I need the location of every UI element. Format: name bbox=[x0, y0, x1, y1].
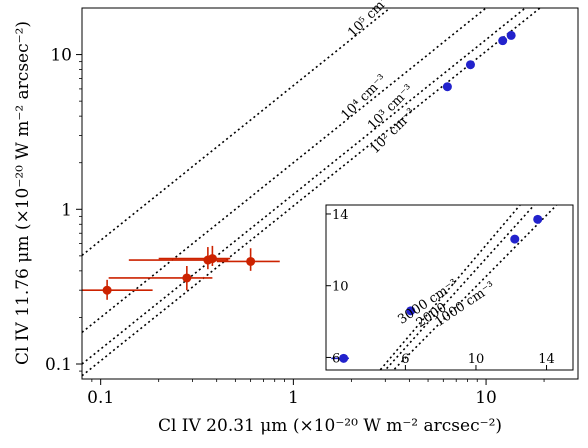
data-point bbox=[207, 254, 217, 264]
y-tick-label: 0.1 bbox=[45, 355, 72, 375]
data-point bbox=[442, 82, 452, 92]
inset-data-points bbox=[331, 214, 543, 363]
inset-data-point bbox=[339, 353, 349, 363]
main-density-lines bbox=[82, 8, 542, 377]
density-line bbox=[82, 8, 542, 377]
inset-data-point bbox=[510, 234, 520, 244]
main-plot-frame bbox=[81, 7, 579, 380]
inset-y-tick-label: 6 bbox=[332, 351, 340, 366]
inset-x-tick-label: 6 bbox=[401, 352, 409, 367]
y-tick-label: 10 bbox=[50, 46, 72, 66]
x-tick-label: 1 bbox=[288, 388, 299, 408]
inset-y-tick-label: 10 bbox=[332, 280, 349, 295]
data-point bbox=[246, 256, 256, 266]
data-point bbox=[465, 60, 475, 70]
y-tick-label: 1 bbox=[61, 200, 72, 220]
density-line-label: 10⁵ cm⁻³ bbox=[345, 0, 396, 41]
x-tick-label: 10 bbox=[475, 388, 497, 408]
density-line bbox=[82, 8, 527, 365]
inset-y-tick-label: 14 bbox=[332, 208, 349, 223]
main-ticks: 0.1 1 10 0.1 1 10 bbox=[45, 46, 545, 408]
inset-plot-frame bbox=[325, 204, 574, 371]
x-tick-label: 0.1 bbox=[87, 388, 114, 408]
data-point bbox=[182, 273, 192, 283]
inset-data-point bbox=[406, 306, 416, 316]
density-line bbox=[82, 8, 392, 256]
inset-x-tick-label: 14 bbox=[538, 352, 555, 367]
inset-density-lines bbox=[379, 205, 558, 370]
inset-density-line bbox=[392, 205, 558, 370]
inset-x-tick-label: 10 bbox=[468, 352, 485, 367]
y-axis-label: Cl IV 11.76 μm (×10⁻²⁰ W m⁻² arcsec⁻²) bbox=[13, 21, 33, 365]
inset-ticks: 6 10 14 6 10 14 bbox=[326, 208, 555, 370]
inset-data-point bbox=[533, 214, 543, 224]
data-point bbox=[498, 36, 508, 46]
density-line bbox=[82, 8, 488, 334]
data-point bbox=[102, 285, 112, 295]
data-point bbox=[506, 30, 516, 40]
main-data-points bbox=[82, 30, 516, 300]
inset-background bbox=[326, 205, 573, 370]
x-axis-label: Cl IV 20.31 μm (×10⁻²⁰ W m⁻² arcsec⁻²) bbox=[158, 416, 502, 436]
